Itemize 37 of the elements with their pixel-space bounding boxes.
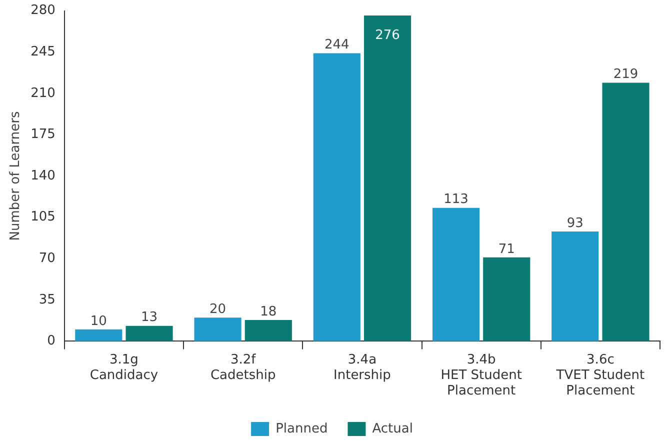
bar [244,320,292,342]
bar [432,208,480,342]
y-tick-label: 35 [38,292,56,308]
y-tick-label: 70 [38,250,56,266]
data-label: 93 [566,216,584,231]
data-label: 18 [260,304,277,320]
data-label: 113 [444,192,468,208]
data-label: 244 [324,38,350,53]
data-label: 276 [375,28,400,43]
x-tick-label: 3.1g Candidacy [90,352,158,383]
bar [483,257,530,342]
y-tick-label: 245 [30,44,56,60]
y-tick-label: 280 [30,3,56,18]
bar [75,329,122,342]
data-label: 20 [210,302,226,317]
data-label: 71 [498,242,515,257]
x-tick-label: 3.4a Intership [334,352,391,383]
data-label: 219 [613,67,638,82]
bar [602,82,650,342]
bar [364,16,412,342]
y-tick-label: 210 [30,86,56,101]
y-tick-label: 0 [47,334,56,349]
legend-label: Planned [276,421,328,436]
bar [194,318,242,342]
y-axis-title: Number of Learners [8,111,24,241]
data-label: 10 [90,314,107,329]
y-tick-label: 140 [30,168,56,184]
x-tick-label: 3.6c TVET Student Placement [555,352,645,399]
x-tick-label: 3.2f Cadetship [210,352,276,383]
x-tick-label: 3.4b HET Student Placement [440,352,522,399]
y-tick-label: 105 [30,210,56,225]
bar [552,231,599,342]
y-tick-label: 175 [30,127,56,142]
data-label: 13 [141,310,158,326]
legend-label: Actual [372,421,413,436]
bar [313,53,360,342]
bar [126,326,173,342]
